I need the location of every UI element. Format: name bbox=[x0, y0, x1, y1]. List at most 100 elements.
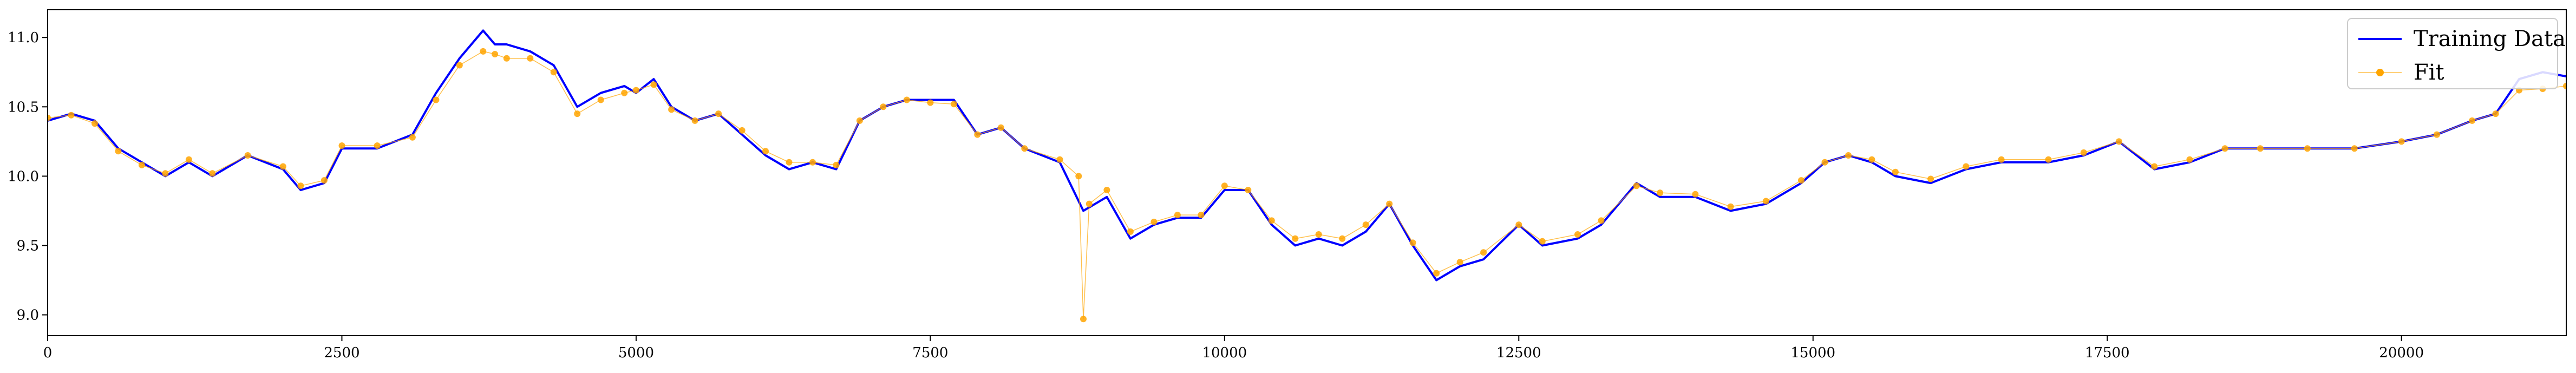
y-tick-label: 10.5 bbox=[8, 99, 39, 115]
fit-point bbox=[1221, 182, 1228, 189]
fit-point bbox=[786, 159, 793, 166]
x-tick-label: 2500 bbox=[324, 345, 359, 361]
series-layer bbox=[48, 29, 2566, 323]
fit-point bbox=[492, 51, 499, 57]
fit-point bbox=[997, 124, 1004, 131]
fit-point bbox=[2115, 138, 2122, 145]
fit-point bbox=[1198, 212, 1205, 219]
fit-point bbox=[68, 112, 75, 119]
fit-point bbox=[597, 96, 604, 103]
fit-point bbox=[1480, 249, 1487, 256]
fit-point bbox=[527, 55, 534, 62]
fit-point bbox=[762, 148, 769, 155]
legend-marker-fit bbox=[2376, 69, 2384, 76]
fit-point bbox=[1103, 187, 1110, 193]
fit-point bbox=[974, 131, 981, 138]
x-tick-label: 10000 bbox=[1202, 345, 1247, 361]
legend-label-training-data: Training Data bbox=[2414, 27, 2566, 51]
fit-point bbox=[1998, 156, 2005, 163]
fit-point bbox=[115, 148, 122, 155]
y-tick-label: 11.0 bbox=[8, 30, 39, 46]
x-tick-label: 20000 bbox=[2379, 345, 2424, 361]
fit-point bbox=[480, 48, 487, 55]
fit-point bbox=[374, 142, 381, 149]
fit-point bbox=[1339, 235, 1346, 242]
fit-point bbox=[433, 96, 440, 103]
fit-point bbox=[1963, 163, 1970, 170]
x-tick-label: 15000 bbox=[1790, 345, 1835, 361]
fit-point bbox=[48, 114, 51, 121]
fit-point bbox=[1574, 231, 1581, 238]
fit-point bbox=[1633, 182, 1640, 189]
fit-point bbox=[1598, 217, 1605, 224]
fit-point bbox=[1174, 212, 1181, 219]
fit-point bbox=[456, 62, 463, 69]
legend-box bbox=[2347, 18, 2558, 89]
fit-point bbox=[1845, 152, 1852, 159]
fit-point bbox=[2398, 138, 2405, 145]
fit-point bbox=[1075, 173, 1082, 180]
x-tick-label: 7500 bbox=[912, 345, 948, 361]
fit-point bbox=[1727, 203, 1734, 210]
fit-point bbox=[1268, 217, 1275, 224]
fit-point bbox=[162, 170, 169, 177]
fit-point bbox=[880, 103, 887, 110]
x-tick-label: 5000 bbox=[618, 345, 654, 361]
fit-point bbox=[1762, 198, 1769, 205]
fit-point bbox=[138, 161, 145, 168]
fit-point bbox=[574, 110, 581, 117]
fit-point bbox=[691, 117, 698, 124]
fit-point bbox=[1657, 189, 1664, 197]
fit-point bbox=[503, 55, 510, 62]
y-tick-label: 10.0 bbox=[8, 168, 39, 185]
fit-point bbox=[1798, 177, 1804, 184]
fit-point bbox=[1245, 187, 1252, 193]
fit-point bbox=[1315, 231, 1322, 238]
fit-point bbox=[2351, 145, 2358, 152]
fit-point bbox=[2080, 149, 2087, 156]
fit-point bbox=[91, 120, 98, 127]
fit-point bbox=[1456, 259, 1463, 266]
fit-point bbox=[927, 99, 934, 106]
fit-point bbox=[1080, 316, 1087, 323]
y-axis: 9.0 9.5 10.0 10.5 11.0 bbox=[8, 30, 48, 324]
fit-point bbox=[1515, 221, 1522, 228]
fit-point bbox=[2433, 131, 2440, 138]
legend: Training Data Fit bbox=[2347, 18, 2566, 89]
fit-point bbox=[550, 69, 557, 76]
fit-point bbox=[409, 134, 416, 141]
fit-point bbox=[903, 96, 910, 103]
fit-point bbox=[1362, 221, 1369, 228]
y-tick-label: 9.0 bbox=[17, 307, 39, 324]
fit-point bbox=[738, 127, 746, 134]
fit-point bbox=[1539, 238, 1546, 245]
fit-point bbox=[2563, 82, 2566, 89]
fit-point bbox=[1150, 218, 1158, 225]
fit-point bbox=[2045, 156, 2052, 163]
x-tick-label: 12500 bbox=[1496, 345, 1541, 361]
fit-point bbox=[1127, 228, 1134, 235]
fit-point bbox=[621, 89, 628, 96]
legend-label-fit: Fit bbox=[2414, 60, 2444, 85]
fit-point bbox=[1868, 156, 1875, 163]
fit-point bbox=[1021, 145, 1028, 152]
fit-point bbox=[1927, 175, 1934, 182]
fit-point bbox=[950, 101, 957, 108]
fit-point bbox=[1292, 235, 1299, 242]
fit-point bbox=[244, 152, 251, 159]
fit-point bbox=[2304, 145, 2311, 152]
fit-point bbox=[2257, 145, 2264, 152]
fit-point bbox=[668, 106, 675, 113]
fit-point bbox=[809, 159, 816, 166]
fit-point bbox=[1409, 239, 1416, 246]
fit-point bbox=[2186, 156, 2193, 163]
fit-point bbox=[1086, 200, 1093, 207]
fit-point bbox=[1821, 159, 1828, 166]
fit-point bbox=[2469, 117, 2476, 124]
y-tick-label: 9.5 bbox=[17, 238, 39, 254]
fit-point bbox=[2492, 110, 2499, 117]
plot-frame bbox=[47, 9, 2567, 336]
fit-point bbox=[1892, 168, 1899, 175]
